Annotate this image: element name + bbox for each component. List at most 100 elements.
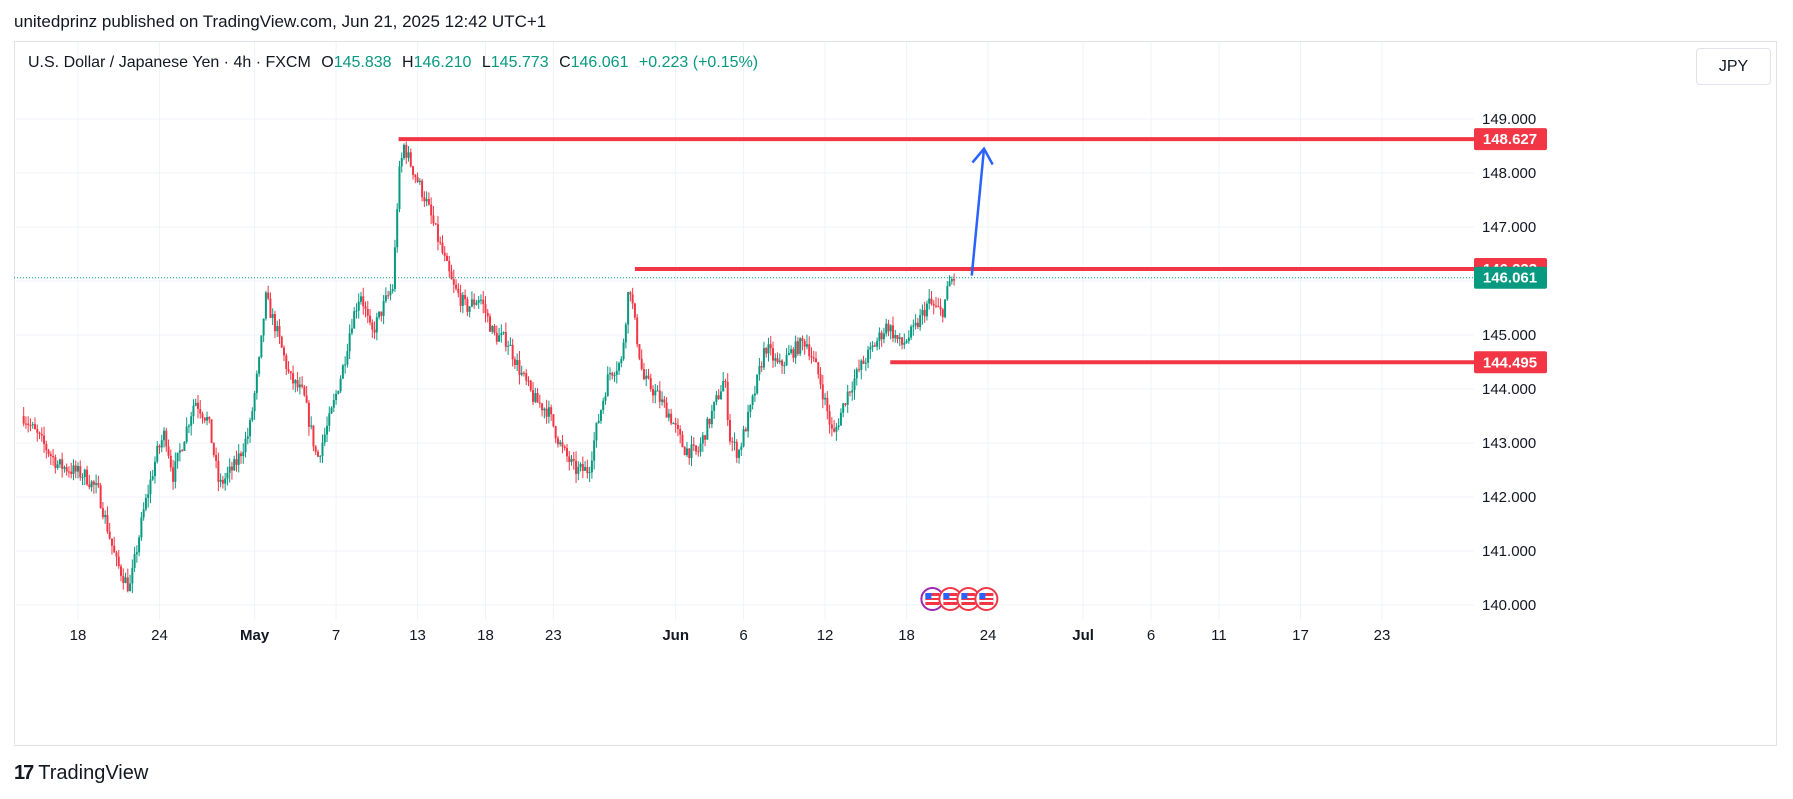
symbol-title[interactable]: U.S. Dollar / Japanese Yen · 4h · FXCM (28, 54, 311, 71)
candle-body (452, 279, 455, 285)
candle-body (742, 429, 745, 447)
candle-body (921, 309, 924, 316)
candle-body (287, 369, 290, 372)
candle-body (502, 332, 505, 334)
candle-body (373, 329, 376, 333)
candle-body (520, 372, 523, 375)
candle-body (149, 479, 152, 495)
candle-body (722, 381, 725, 392)
candle-body (296, 380, 299, 388)
y-tick-label: 142.000 (1482, 489, 1536, 506)
candle-body (858, 369, 861, 371)
candle-body (292, 373, 295, 384)
candle-body (552, 414, 555, 427)
candle-body (36, 429, 39, 433)
candle-body (409, 152, 412, 167)
candle-body (124, 577, 127, 583)
candle-body (430, 204, 433, 216)
candle-body (801, 338, 804, 342)
candle-body (751, 395, 754, 406)
candle-body (328, 413, 331, 426)
candle-body (63, 467, 66, 469)
candle-body (710, 410, 713, 425)
candle-body (436, 224, 439, 242)
candle-body (941, 309, 944, 318)
chart-frame[interactable] (14, 41, 1777, 746)
candle-body (869, 346, 872, 350)
candle-body (901, 337, 904, 345)
candle-body (242, 452, 245, 457)
candle-body (903, 342, 906, 345)
candle-body (672, 423, 675, 425)
candle-body (443, 252, 446, 256)
candle-body (760, 366, 763, 368)
candle-body (330, 407, 333, 414)
price-label-box (1474, 351, 1547, 374)
y-tick-label: 140.000 (1482, 597, 1536, 614)
candle-body (946, 286, 949, 300)
candle-body (572, 458, 575, 461)
candle-body (701, 435, 704, 444)
candle-body (67, 471, 70, 473)
candle-body (756, 374, 759, 394)
candle-body (704, 435, 707, 440)
candle-body (97, 483, 100, 486)
candle-body (151, 476, 154, 480)
y-tick-label: 141.000 (1482, 543, 1536, 560)
candle-body (38, 432, 41, 435)
candle-body (371, 322, 374, 330)
candle-body (482, 299, 485, 305)
candle-body (878, 332, 881, 341)
currency-button[interactable]: JPY (1696, 48, 1771, 85)
candle-body (733, 441, 736, 443)
candle-body (928, 298, 931, 304)
symbol-legend[interactable]: U.S. Dollar / Japanese Yen · 4h · FXCM O… (28, 54, 758, 72)
candle-body (914, 322, 917, 326)
candle-body (359, 296, 362, 302)
candle-body (602, 400, 605, 411)
candle-body (864, 362, 867, 364)
candle-body (717, 395, 720, 400)
high-label: H (402, 54, 414, 71)
candle-body (590, 460, 593, 473)
candle-body (803, 341, 806, 347)
candle-body (156, 445, 159, 462)
candle-body (366, 308, 369, 316)
candle-body (715, 395, 718, 402)
candle-body (54, 457, 57, 469)
candle-body (953, 279, 956, 281)
candle-body (226, 472, 229, 479)
candle-body (932, 303, 935, 306)
candle-body (692, 444, 695, 446)
publisher-line: unitedprinz published on TradingView.com… (14, 12, 547, 31)
x-tick-label: 18 (477, 627, 494, 644)
candle-body (294, 380, 297, 384)
current-price-label: 146.061 (1483, 270, 1537, 287)
candle-body (52, 455, 55, 458)
candle-body (769, 344, 772, 349)
x-tick-label: 11 (1211, 627, 1227, 644)
candle-body (441, 242, 444, 253)
candle-body (110, 538, 113, 546)
candle-body (423, 197, 426, 202)
candle-body (853, 378, 856, 391)
candle-body (335, 393, 338, 400)
tradingview-logo[interactable]: 17 TradingView (14, 762, 148, 785)
candles (22, 141, 956, 594)
candle-body (541, 403, 544, 411)
candle-body (584, 467, 587, 471)
candle-body (536, 393, 539, 403)
candle-body (581, 464, 584, 471)
candle-body (81, 477, 84, 479)
candle-body (262, 318, 265, 336)
candle-body (396, 209, 399, 248)
candle-body (255, 373, 258, 394)
candle-body (260, 335, 263, 358)
candle-body (95, 483, 98, 485)
candle-body (319, 456, 322, 458)
candle-body (144, 497, 147, 510)
candle-body (559, 442, 562, 445)
candle-body (781, 360, 784, 366)
candle-body (307, 402, 310, 427)
